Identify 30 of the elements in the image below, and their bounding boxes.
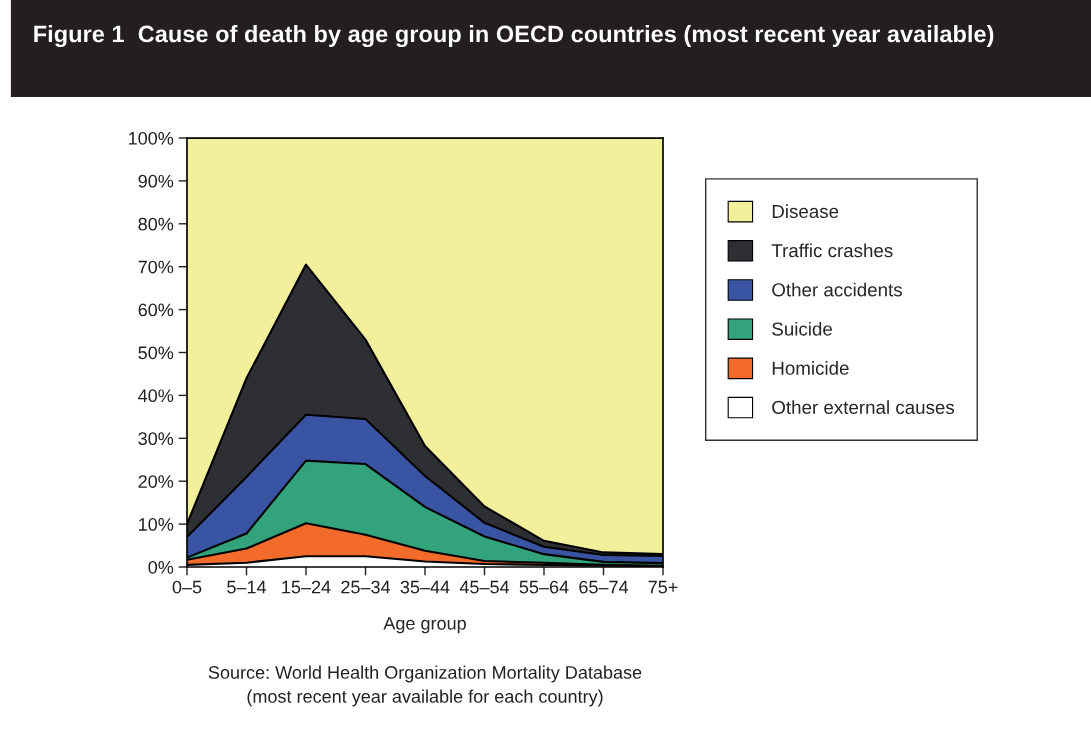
x-tick-label: 15–24 [282,580,331,594]
legend-label: Other external causes [772,400,955,415]
y-tick-label: 100% [129,131,174,145]
x-tick-label: 55–64 [519,580,569,594]
x-axis-title: Age group [383,617,466,634]
y-tick-label: 90% [138,174,174,188]
y-tick-label: 50% [138,346,174,360]
legend-label: Disease [772,204,839,219]
legend-label: Homicide [772,361,849,375]
y-tick-label: 10% [139,518,174,531]
y-tick-label: 0% [148,560,174,574]
y-tick-label: 60% [138,303,174,317]
legend-label: Traffic crashes [771,243,893,258]
legend-label: Suicide [772,321,832,336]
text: (most recent year available for each country) [247,689,603,707]
y-tick-label: 40% [138,389,174,403]
x-tick-label: 25–34 [341,580,391,594]
source-note: Source: World Health Organization Mortality Database [208,665,642,683]
x-tick-label: 65–74 [579,580,629,594]
x-tick-label: 45–54 [459,580,510,594]
chart-title: Figure 1 Cause of death by age group in OECD countries (most recent year available) [34,25,994,48]
legend-label: Other accidents [772,282,902,297]
y-tick-label: 20% [138,475,174,488]
y-tick-label: 70% [138,260,174,274]
y-tick-label: 30% [138,432,174,446]
x-tick-label: 0–5 [172,580,202,594]
x-tick-label: 5–14 [227,580,267,594]
x-tick-label: 35–44 [400,580,450,594]
y-tick-label: 80% [138,217,174,231]
x-tick-label: 75+ [648,580,678,594]
